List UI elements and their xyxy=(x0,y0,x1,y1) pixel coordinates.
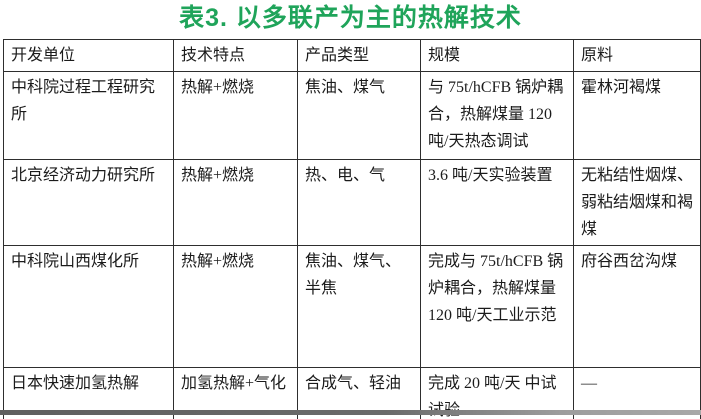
column-header-scale: 规模 xyxy=(420,39,574,72)
cell-scale: 3.6 吨/天实验装置 xyxy=(420,159,574,246)
cell-tech-feature: 热解+燃烧 xyxy=(173,245,298,368)
cell-scale: 完成与 75t/hCFB 锅炉耦合，热解煤量 120 吨/天工业示范 xyxy=(420,245,574,368)
cell-developer: 中科院山西煤化所 xyxy=(3,245,174,368)
cell-tech-feature: 热解+燃烧 xyxy=(173,71,298,160)
cell-product-type: 焦油、煤气 xyxy=(297,71,421,160)
cell-product-type: 热、电、气 xyxy=(297,159,421,246)
pyrolysis-technology-table: 开发单位 技术特点 产品类型 规模 原料 中科院过程工程研究所 热解+燃烧 焦油… xyxy=(3,39,701,419)
cell-raw-material: 无粘结性烟煤、弱粘结烟煤和褐煤 xyxy=(573,159,701,246)
column-header-raw-material: 原料 xyxy=(573,39,701,72)
column-header-product-type: 产品类型 xyxy=(297,39,421,72)
cell-scale: 与 75t/hCFB 锅炉耦合，热解煤量 120 吨/天热态调试 xyxy=(420,71,574,160)
table-row: 北京经济动力研究所 热解+燃烧 热、电、气 3.6 吨/天实验装置 无粘结性烟煤… xyxy=(3,159,701,246)
cell-product-type: 焦油、煤气、半焦 xyxy=(297,245,421,368)
table-title: 表3. 以多联产为主的热解技术 xyxy=(179,4,522,32)
cell-developer: 中科院过程工程研究所 xyxy=(3,71,174,160)
cell-raw-material: 霍林河褐煤 xyxy=(573,71,701,160)
cell-raw-material: 府谷西岔沟煤 xyxy=(573,245,701,368)
cell-tech-feature: 热解+燃烧 xyxy=(173,159,298,246)
header-row: 开发单位 技术特点 产品类型 规模 原料 xyxy=(3,39,701,72)
column-header-developer: 开发单位 xyxy=(3,39,174,72)
cell-developer: 北京经济动力研究所 xyxy=(3,159,174,246)
column-header-tech-feature: 技术特点 xyxy=(173,39,298,72)
table-row: 中科院过程工程研究所 热解+燃烧 焦油、煤气 与 75t/hCFB 锅炉耦合，热… xyxy=(3,71,701,160)
page-edge-bar xyxy=(0,410,701,415)
table-row: 中科院山西煤化所 热解+燃烧 焦油、煤气、半焦 完成与 75t/hCFB 锅炉耦… xyxy=(3,245,701,368)
